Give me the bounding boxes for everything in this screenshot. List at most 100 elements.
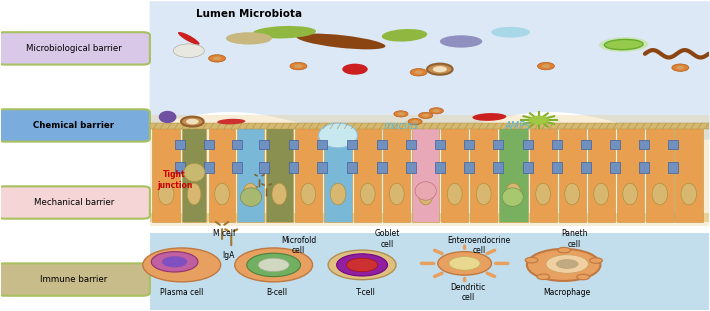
Circle shape [181,117,204,127]
Ellipse shape [506,183,521,205]
Ellipse shape [681,183,697,205]
Bar [442,123,468,222]
Circle shape [258,258,289,272]
Bar [383,123,410,222]
Ellipse shape [604,39,643,50]
Bar [552,140,562,149]
Ellipse shape [217,119,246,124]
Circle shape [398,112,405,115]
Circle shape [546,255,589,273]
Bar [317,140,327,149]
Bar [674,123,703,222]
Circle shape [529,116,549,124]
Bar [552,162,562,173]
Text: T-cell: T-cell [356,288,376,297]
Bar [259,140,268,149]
Ellipse shape [623,183,638,205]
Text: Paneth
cell: Paneth cell [561,230,587,249]
Circle shape [556,259,579,269]
Ellipse shape [319,123,357,148]
Ellipse shape [158,183,174,205]
Text: Enteroendocrine
cell: Enteroendocrine cell [447,236,510,255]
Bar [150,115,709,226]
Bar [499,123,528,222]
Text: IgA: IgA [223,251,235,260]
Ellipse shape [187,183,201,205]
Circle shape [527,249,601,281]
Bar [464,162,474,173]
Bar [232,162,242,173]
Circle shape [433,66,447,72]
Bar [347,140,357,149]
Circle shape [525,258,538,263]
Text: Microfold
cell: Microfold cell [280,236,316,255]
Circle shape [430,108,444,114]
FancyBboxPatch shape [0,186,150,219]
Bar [530,123,557,222]
Circle shape [173,44,204,58]
Bar [150,212,709,222]
Text: Chemical barrier: Chemical barrier [33,121,114,130]
Circle shape [590,258,602,263]
Ellipse shape [226,32,272,44]
Bar [581,162,591,173]
Ellipse shape [564,183,579,205]
Ellipse shape [253,26,316,39]
Bar [588,123,615,222]
Text: Macrophage: Macrophage [544,288,591,297]
Circle shape [235,248,312,282]
Text: Plasma cell: Plasma cell [160,288,204,297]
Text: Goblet
cell: Goblet cell [374,230,400,249]
Text: Mechanical barrier: Mechanical barrier [34,198,114,207]
Circle shape [542,64,550,68]
Bar [523,162,533,173]
Bar [266,123,293,222]
Ellipse shape [178,32,200,45]
Circle shape [449,257,480,270]
Text: Dendritic
cell: Dendritic cell [451,282,486,302]
Bar [288,162,298,173]
Bar [413,123,439,222]
Circle shape [537,63,555,70]
Circle shape [427,64,452,75]
Bar [259,162,268,173]
Circle shape [186,119,199,124]
Bar [204,140,214,149]
Ellipse shape [214,183,229,205]
Circle shape [328,250,396,280]
Ellipse shape [243,183,258,205]
Circle shape [537,274,550,280]
Bar [295,123,322,222]
Bar [150,123,709,129]
Bar [493,162,503,173]
Circle shape [213,57,222,60]
Bar [354,123,381,222]
Text: mucins: mucins [383,121,418,131]
Circle shape [394,111,408,117]
Bar [523,140,533,149]
Bar [317,162,327,173]
Circle shape [577,274,589,280]
Bar [639,140,649,149]
Ellipse shape [389,183,404,205]
Text: AMPs: AMPs [505,121,530,131]
FancyBboxPatch shape [0,32,150,65]
Bar [611,162,621,173]
Ellipse shape [536,183,550,205]
Bar [668,140,678,149]
Circle shape [415,70,423,74]
Ellipse shape [184,163,205,182]
Text: Lumen Microbiota: Lumen Microbiota [196,9,302,19]
Text: Immune barrier: Immune barrier [40,275,107,284]
Ellipse shape [599,37,648,52]
Circle shape [438,252,491,275]
Bar [464,140,474,149]
Ellipse shape [502,188,523,207]
Bar [347,162,357,173]
Circle shape [294,64,302,68]
Bar [377,162,387,173]
Bar [435,162,445,173]
Ellipse shape [652,183,667,205]
Bar [175,140,185,149]
Text: B-cell: B-cell [267,288,288,297]
